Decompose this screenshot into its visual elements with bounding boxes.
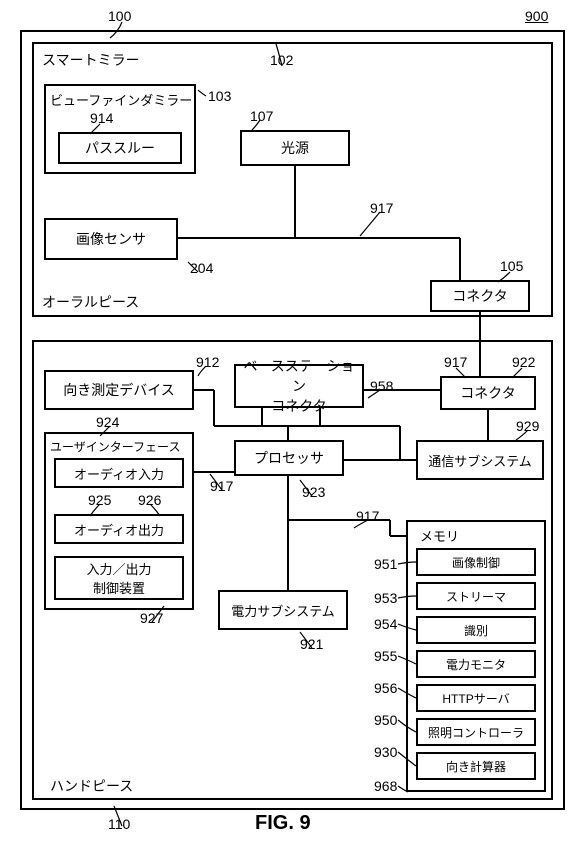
ref-922: 922 [512, 354, 535, 370]
ref-103: 103 [208, 88, 231, 104]
oral-piece-label: オーラルピース [42, 292, 139, 312]
mem-item-6: 向き計算器 [416, 752, 536, 780]
ref-102: 102 [270, 52, 293, 68]
power-box: 電力サブシステム [218, 590, 348, 630]
mem-item-5: 照明コントローラ [416, 718, 536, 746]
ref-951: 951 [374, 556, 397, 572]
connector-bottom-box: コネクタ [440, 376, 536, 410]
orientation-box: 向き測定デバイス [44, 370, 194, 410]
passthrough-box: パススルー [58, 132, 182, 164]
ref-925: 925 [88, 492, 111, 508]
ref-105: 105 [500, 258, 523, 274]
ref-956: 956 [374, 680, 397, 696]
mem-item-0: 画像制御 [416, 548, 536, 576]
ref-924: 924 [96, 414, 119, 430]
basestation-box: ベースステーション コネクタ [234, 364, 364, 408]
memory-label: メモリ [420, 526, 459, 545]
ref-953: 953 [374, 590, 397, 606]
mem-item-2: 識別 [416, 616, 536, 644]
ref-923: 923 [302, 484, 325, 500]
audio-in-box: オーディオ入力 [54, 458, 184, 488]
ref-204: 204 [190, 260, 213, 276]
mem-item-1: ストリーマ [416, 582, 536, 610]
comm-box: 通信サブシステム [416, 440, 544, 480]
ref-917b: 917 [210, 478, 233, 494]
ref-930: 930 [374, 744, 397, 760]
ref-100: 100 [108, 8, 131, 24]
image-sensor-box: 画像センサ [44, 218, 178, 260]
ref-917c: 917 [356, 508, 379, 524]
ref-917a: 917 [444, 354, 467, 370]
ref-950: 950 [374, 712, 397, 728]
ui-label: ユーザインターフェース [50, 438, 180, 455]
ref-926: 926 [138, 492, 161, 508]
mem-item-4: HTTPサーバ [416, 684, 536, 712]
ref-912: 912 [196, 354, 219, 370]
mem-item-3: 電力モニタ [416, 650, 536, 678]
ref-110: 110 [108, 816, 130, 832]
smart-mirror-label: スマートミラー [42, 50, 140, 70]
figure-label: FIG. 9 [255, 812, 311, 835]
ref-107: 107 [250, 108, 273, 124]
ref-954: 954 [374, 616, 397, 632]
handpiece-label: ハンドピース [50, 776, 133, 796]
ref-914: 914 [90, 110, 113, 126]
ref-968: 968 [374, 778, 397, 794]
ref-958: 958 [370, 378, 393, 394]
io-box: 入力／出力 制御装置 [54, 556, 184, 600]
ref-955: 955 [374, 648, 397, 664]
connector-top-box: コネクタ [430, 280, 530, 312]
viewfinder-label: ビューファインダミラー [50, 90, 192, 109]
ref-917-top: 917 [370, 200, 393, 216]
audio-out-box: オーディオ出力 [54, 514, 184, 544]
ref-927: 927 [140, 610, 163, 626]
ref-929: 929 [516, 418, 539, 434]
ref-900: 900 [525, 8, 548, 24]
processor-box: プロセッサ [234, 440, 344, 476]
ref-921: 921 [300, 636, 323, 652]
light-source-box: 光源 [240, 130, 350, 166]
